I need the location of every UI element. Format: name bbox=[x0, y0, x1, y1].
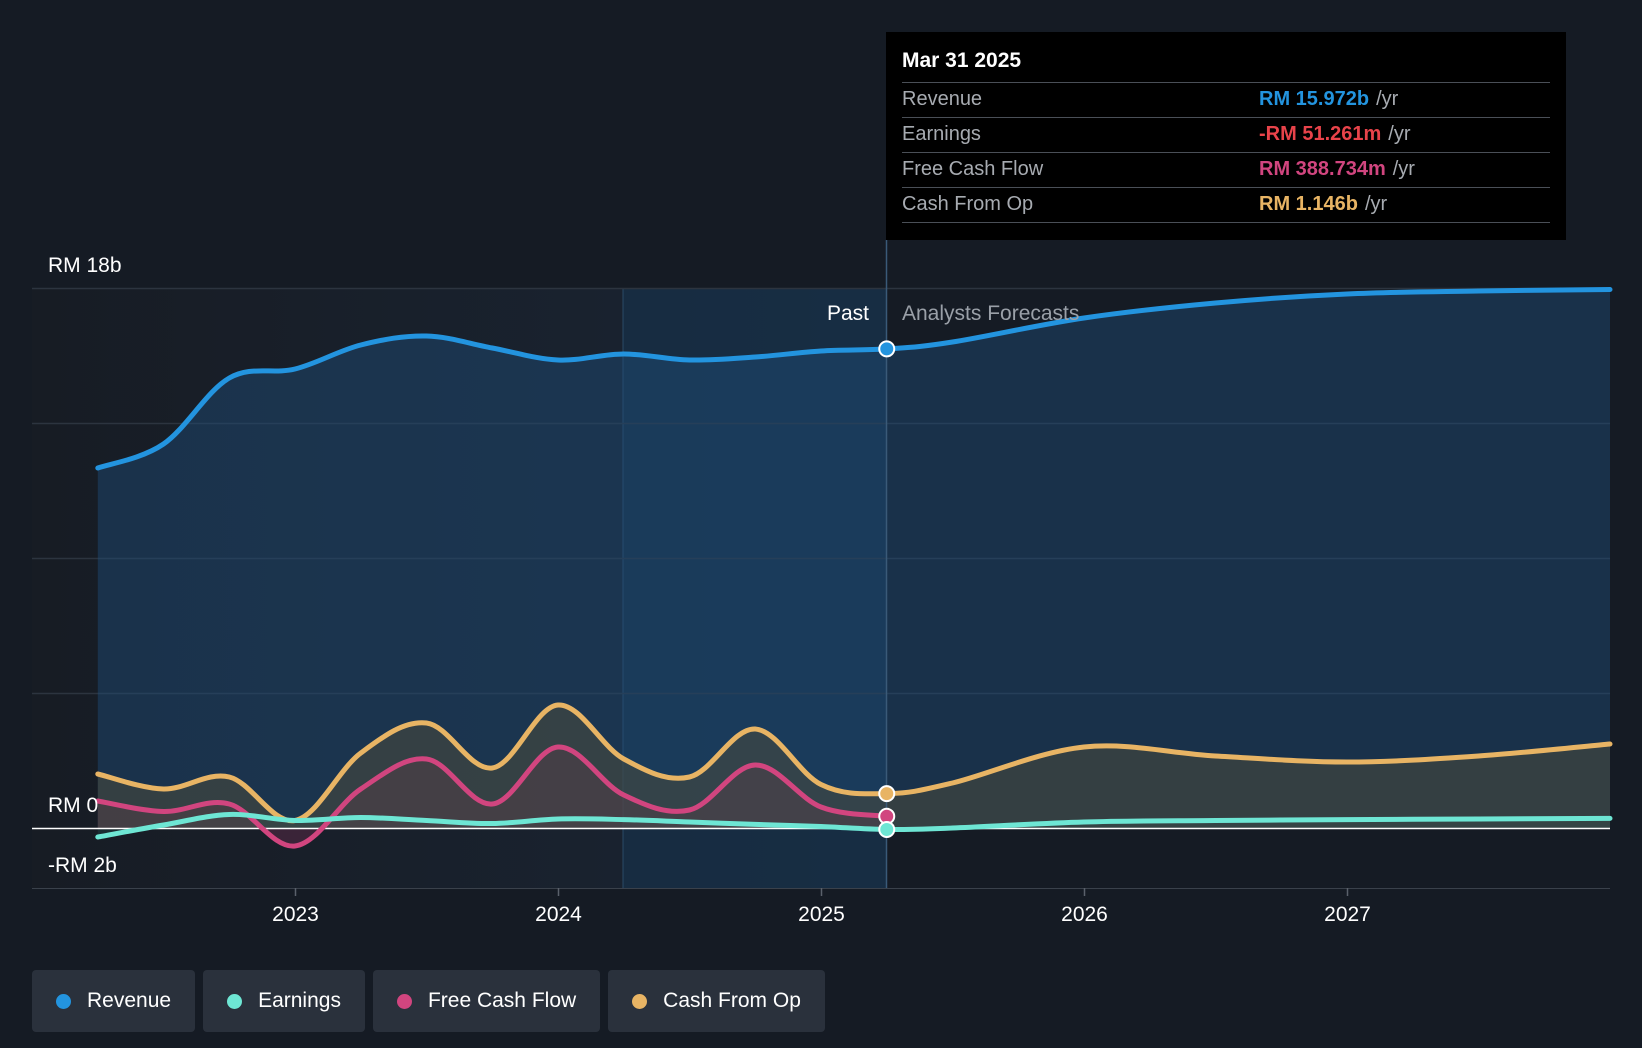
legend-dot-icon bbox=[227, 993, 243, 1009]
tooltip-value: -RM 51.261m bbox=[1259, 123, 1382, 145]
x-tick-label: 2027 bbox=[1324, 903, 1371, 926]
legend-dot-icon bbox=[56, 993, 71, 1009]
legend-label: Revenue bbox=[87, 989, 172, 1012]
x-tick-label: 2026 bbox=[1061, 903, 1108, 926]
y-tick-label-top: RM 18b bbox=[48, 254, 122, 277]
cash-from-op-cursor-marker bbox=[878, 785, 896, 803]
chart: RM 18b RM 0 -RM 2b Past Analysts Forecas… bbox=[32, 240, 1613, 926]
earnings-cursor-marker bbox=[878, 821, 896, 838]
tooltip-label: Revenue bbox=[902, 88, 983, 110]
tooltip-label: Cash From Op bbox=[902, 193, 1034, 215]
tooltip-row-earnings: Earnings -RM 51.261m /yr bbox=[902, 117, 1550, 152]
revenue-area bbox=[97, 289, 1610, 828]
tooltip-value: RM 1.146b bbox=[1259, 193, 1358, 215]
gridlines bbox=[32, 287, 1610, 695]
x-tick-label: 2023 bbox=[272, 903, 319, 926]
legend: Revenue Earnings Free Cash Flow Cash Fro… bbox=[32, 970, 825, 1032]
legend-label: Cash From Op bbox=[663, 989, 801, 1012]
series-lines bbox=[95, 287, 1613, 849]
cursor-markers bbox=[878, 340, 896, 838]
tooltip-row-revenue: Revenue RM 15.972b /yr bbox=[902, 82, 1550, 117]
revenue-line bbox=[95, 287, 1613, 471]
legend-dot-icon bbox=[632, 993, 648, 1009]
y-tick-label-zero: RM 0 bbox=[48, 794, 98, 817]
x-tick-label: 2024 bbox=[535, 903, 582, 926]
x-tick-label: 2025 bbox=[798, 903, 845, 926]
tooltip: Mar 31 2025 Revenue RM 15.972b /yr Earni… bbox=[886, 32, 1566, 240]
legend-item-revenue[interactable]: Revenue bbox=[32, 970, 196, 1032]
tooltip-unit: /yr bbox=[1392, 158, 1415, 180]
tooltip-value: RM 388.734m bbox=[1259, 158, 1386, 180]
legend-label: Earnings bbox=[258, 989, 341, 1012]
past-label: Past bbox=[827, 302, 869, 325]
tooltip-unit: /yr bbox=[1376, 88, 1399, 110]
legend-item-free-cash-flow[interactable]: Free Cash Flow bbox=[372, 970, 601, 1032]
revenue-cursor-marker bbox=[878, 340, 896, 358]
legend-item-cash-from-op[interactable]: Cash From Op bbox=[608, 970, 825, 1032]
x-axis-ticks: 2023 2024 2025 2026 2027 bbox=[272, 888, 1371, 926]
forecast-label: Analysts Forecasts bbox=[902, 302, 1079, 325]
free-cash-flow-line bbox=[95, 744, 890, 849]
cash-from-op-line bbox=[95, 702, 1613, 824]
tooltip-value: RM 15.972b bbox=[1259, 88, 1370, 110]
legend-item-earnings[interactable]: Earnings bbox=[203, 970, 365, 1032]
legend-label: Free Cash Flow bbox=[427, 989, 577, 1012]
tooltip-unit: /yr bbox=[1364, 193, 1388, 215]
tooltip-row-free-cash-flow: Free Cash Flow RM 388.734m /yr bbox=[902, 152, 1550, 187]
tooltip-label: Earnings bbox=[902, 123, 981, 145]
legend-dot-icon bbox=[396, 993, 412, 1009]
earnings-line bbox=[95, 811, 1613, 840]
tooltip-unit: /yr bbox=[1388, 123, 1411, 145]
y-tick-label-bottom: -RM 2b bbox=[48, 854, 117, 877]
tooltip-row-cash-from-op: Cash From Op RM 1.146b /yr bbox=[902, 187, 1550, 223]
tooltip-date: Mar 31 2025 bbox=[902, 49, 1022, 72]
tooltip-label: Free Cash Flow bbox=[902, 158, 1044, 180]
